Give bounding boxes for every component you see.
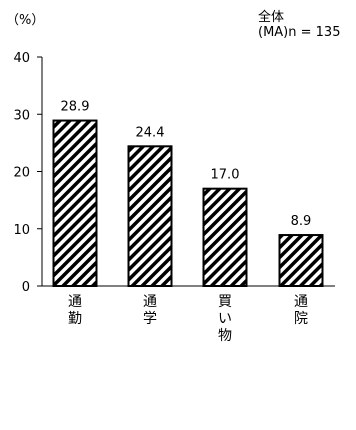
y-tick-label: 0 xyxy=(22,280,30,295)
chart-note-sample-size: (MA)n = 135 xyxy=(258,25,340,40)
y-tick-label: 10 xyxy=(13,223,30,238)
y-tick-label: 30 xyxy=(13,108,30,123)
category-label-3: 買い物 xyxy=(218,294,232,344)
y-axis-ticks: 0 10 20 30 40 xyxy=(13,51,42,295)
value-labels-group: 28.9 24.4 17.0 8.9 xyxy=(61,100,312,230)
value-label-2: 24.4 xyxy=(136,125,165,140)
category-labels-group: 通勤 通学 買い物 通院 xyxy=(68,294,308,344)
bar-1 xyxy=(52,119,98,287)
bar-2 xyxy=(127,145,173,287)
category-label-1: 通勤 xyxy=(68,294,82,327)
y-tick-label: 40 xyxy=(13,51,30,66)
y-unit-label: （%） xyxy=(6,13,44,28)
value-label-1: 28.9 xyxy=(61,100,90,115)
value-label-4: 8.9 xyxy=(291,214,312,229)
value-label-3: 17.0 xyxy=(211,168,240,183)
category-label-2: 通学 xyxy=(143,294,157,327)
category-label-4: 通院 xyxy=(294,294,308,327)
chart-note-title: 全体 xyxy=(258,9,284,25)
y-tick-label: 20 xyxy=(13,166,30,181)
bar-3 xyxy=(202,187,248,287)
bar-4 xyxy=(278,234,324,287)
bars-group xyxy=(52,119,324,287)
